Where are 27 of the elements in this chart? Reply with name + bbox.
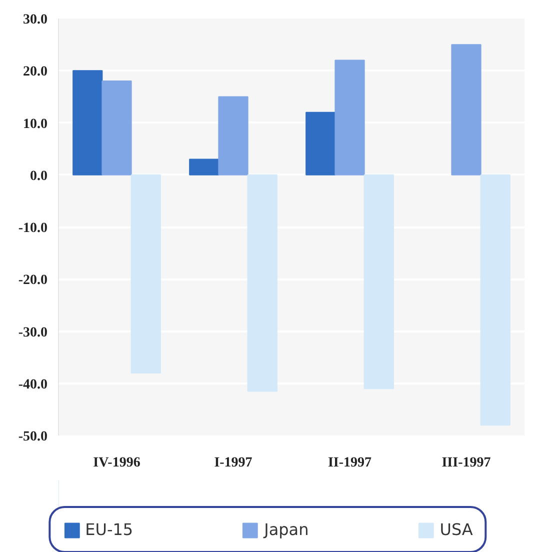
bar bbox=[130, 174, 161, 374]
x-tick-label: IV-1996 bbox=[93, 456, 140, 470]
bar bbox=[189, 158, 220, 176]
x-tick-label: II-1997 bbox=[328, 456, 372, 470]
y-tick-label: 30.0 bbox=[23, 12, 48, 28]
y-tick-label: 0.0 bbox=[30, 168, 48, 184]
y-tick-label: -20.0 bbox=[18, 273, 48, 288]
bar bbox=[451, 44, 482, 176]
y-tick-label: -10.0 bbox=[18, 221, 48, 236]
legend-label: Japan bbox=[264, 520, 309, 539]
bar bbox=[334, 60, 365, 176]
y-tick-label: -30.0 bbox=[18, 325, 48, 340]
x-tick-label: III-1997 bbox=[442, 456, 491, 470]
y-tick-label: 10.0 bbox=[23, 116, 48, 132]
y-tick-label: 20.0 bbox=[23, 64, 48, 80]
y-tick-label: -50.0 bbox=[18, 430, 48, 444]
bar bbox=[306, 112, 336, 176]
bar bbox=[247, 174, 278, 392]
bar bbox=[102, 80, 132, 176]
bar bbox=[218, 96, 248, 176]
legend-label: EU-15 bbox=[85, 520, 134, 539]
y-tick-label: -40.0 bbox=[18, 377, 48, 392]
bar bbox=[364, 174, 394, 390]
bar bbox=[72, 70, 103, 176]
legend-label: USA bbox=[440, 520, 473, 539]
x-tick-label: I-1997 bbox=[214, 456, 252, 470]
bar bbox=[480, 174, 510, 426]
